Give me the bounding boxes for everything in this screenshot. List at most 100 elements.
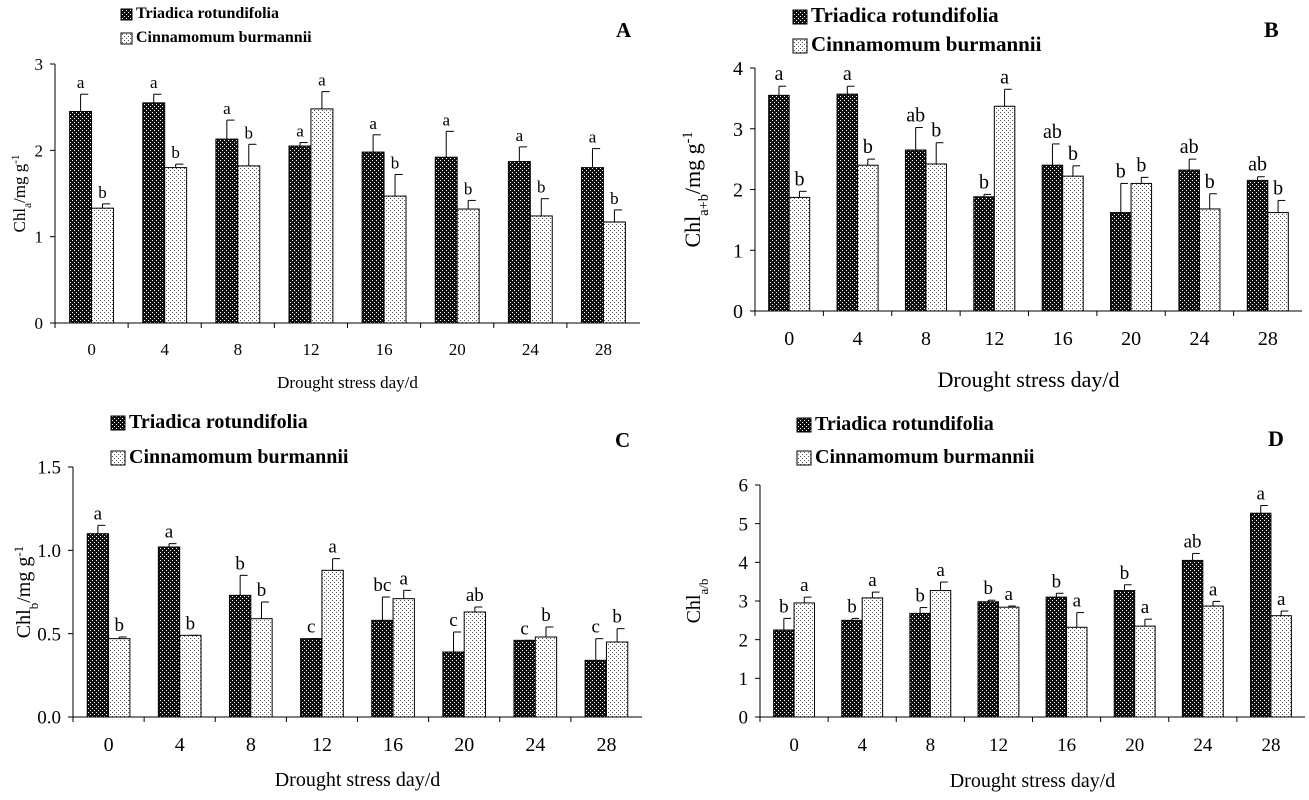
panel-d-bar-cinnamomum — [929, 590, 952, 718]
panel-b-x-tick-label: 4 — [853, 328, 863, 350]
panel-c-y-tick-label: 1.0 — [37, 541, 61, 562]
panel-b-x-tick-label: 16 — [1053, 328, 1073, 350]
panel-d-x-tick-label: 4 — [857, 735, 867, 756]
panel-a-sig-letter: a — [223, 99, 231, 118]
panel-c-x-tick-label: 20 — [454, 734, 474, 756]
panel-a-sig-letter: b — [537, 178, 546, 197]
panel-b-y-tick-label: 1 — [733, 240, 743, 262]
panel-c-bar-triadica — [157, 546, 181, 718]
legend-label-cinnamomum: Cinnamomum burmannii — [129, 446, 349, 468]
panel-d-x-tick-label: 12 — [989, 735, 1008, 756]
panel-a-y-tick-label: 2 — [35, 141, 44, 160]
panel-c-bar-triadica — [300, 638, 323, 718]
legend-swatch-cinnamomum — [120, 32, 133, 45]
panel-d-bar-cinnamomum — [1134, 625, 1156, 718]
panel-b-letter: B — [1264, 17, 1279, 42]
panel-c-sig-letter: c — [449, 610, 457, 631]
panel-d-x-tick-label: 20 — [1125, 735, 1144, 756]
panel-d-x-tick-label: 0 — [789, 735, 799, 756]
panel-b-sig-letter: b — [1273, 177, 1283, 199]
panel-c-x-tick-label: 12 — [312, 734, 332, 756]
panel-b-x-tick-label: 12 — [984, 328, 1004, 350]
panel-b-sig-letter: b — [1205, 171, 1215, 193]
panel-d-bar-cinnamomum — [793, 602, 815, 718]
panel-b-bar-cinnamomum — [1198, 208, 1221, 312]
legend-swatch-triadica — [120, 8, 133, 21]
panel-d-sig-letter: a — [1257, 483, 1266, 504]
panel-d-x-tick-label: 8 — [926, 735, 936, 756]
panel-a-x-tick-label: 20 — [449, 340, 466, 359]
panel-d-bar-cinnamomum — [1066, 626, 1088, 718]
panel-c-sig-letter: ab — [466, 585, 484, 606]
legend-label-cinnamomum: Cinnamomum burmannii — [815, 446, 1035, 468]
panel-a-bar-triadica — [581, 167, 604, 324]
panel-b-sig-letter: ab — [1248, 154, 1267, 176]
panel-c-bar-cinnamomum — [250, 618, 273, 718]
panel-a-bar-cinnamomum — [91, 207, 114, 324]
legend-swatch-cinnamomum — [796, 450, 812, 466]
panel-b-bar-cinnamomum — [1062, 175, 1084, 312]
panel-b-sig-letter: b — [1068, 143, 1078, 165]
panel-d-sig-letter: a — [936, 560, 945, 581]
panel-d-sig-letter: a — [1209, 579, 1218, 600]
panel-d-sig-letter: b — [915, 586, 925, 607]
panel-b-sig-letter: b — [794, 168, 804, 190]
panel-c-sig-letter: b — [186, 613, 196, 634]
panel-d-x-axis-label: Drought stress day/d — [950, 770, 1116, 792]
panel-c-x-tick-label: 0 — [104, 734, 114, 756]
panel-b-sig-letter: a — [774, 63, 783, 85]
panel-b-sig-letter: b — [979, 171, 989, 193]
panel-b-y-tick-label: 0 — [733, 301, 743, 323]
panel-b-sig-letter: a — [843, 63, 852, 85]
panel-a: 01230ab4ab8ab12aa16ab20ab24ab28abDrought… — [10, 5, 640, 392]
panel-b-y-tick-label: 4 — [733, 58, 743, 80]
panel-a-x-tick-label: 16 — [376, 340, 393, 359]
panel-a-bar-triadica — [142, 102, 166, 324]
panel-c-legend: Triadica rotundifolia Cinnamomum burmanni… — [110, 411, 349, 468]
panel-c-sig-letter: b — [612, 607, 622, 628]
panel-b-bar-triadica — [768, 94, 790, 312]
panel-d-sig-letter: a — [1004, 584, 1013, 605]
panel-c-x-tick-label: 4 — [175, 734, 185, 756]
legend-swatch-triadica — [792, 9, 808, 25]
panel-b-y-tick-label: 2 — [733, 180, 743, 202]
panel-a-y-tick-label: 1 — [35, 228, 44, 247]
panel-b-y-tick-label: 3 — [733, 119, 743, 141]
panel-d-bar-triadica — [909, 612, 931, 718]
panel-a-sig-letter: a — [150, 73, 158, 92]
panel-a-x-tick-label: 24 — [522, 340, 540, 359]
panel-c-bar-cinnamomum — [605, 641, 629, 718]
panel-b-x-tick-label: 8 — [921, 328, 931, 350]
panel-d-sig-letter: a — [1141, 597, 1150, 618]
legend-swatch-triadica — [110, 415, 126, 431]
panel-c-x-tick-label: 24 — [525, 734, 545, 756]
panel-c-sig-letter: b — [235, 553, 245, 574]
panel-b-legend: Triadica rotundifolia Cinnamomum burmanni… — [792, 3, 1042, 56]
panel-a-bar-triadica — [215, 138, 239, 324]
panel-a-y-axis-label: Chla/mg g-1 — [10, 155, 34, 233]
panel-a-x-tick-label: 8 — [234, 340, 243, 359]
legend-swatch-cinnamomum — [792, 38, 808, 54]
panel-a-x-tick-label: 28 — [595, 340, 612, 359]
panel-d-y-axis-label: Chla/b — [683, 579, 711, 624]
panel-b-bar-cinnamomum — [993, 105, 1016, 312]
panel-d-bar-triadica — [1045, 596, 1068, 718]
panel-c-bar-triadica — [371, 619, 394, 718]
panel-b-sig-letter: b — [1136, 154, 1146, 176]
panel-c-bar-triadica — [513, 639, 536, 718]
panel-b-x-tick-label: 24 — [1189, 328, 1209, 350]
panel-d-bar-cinnamomum — [861, 597, 884, 718]
panel-d-x-tick-label: 28 — [1261, 735, 1280, 756]
legend-label-triadica: Triadica rotundifolia — [811, 3, 999, 27]
panel-c-sig-letter: c — [520, 618, 528, 639]
panel-b-sig-letter: a — [1000, 66, 1009, 88]
panel-d-bar-cinnamomum — [1202, 605, 1224, 718]
panel-c-x-tick-label: 28 — [596, 734, 616, 756]
panel-b-bar-triadica — [1178, 169, 1200, 312]
panel-c-letter: C — [615, 428, 630, 452]
panel-d-y-tick-label: 5 — [739, 514, 749, 535]
panel-c-bar-triadica — [228, 594, 252, 718]
